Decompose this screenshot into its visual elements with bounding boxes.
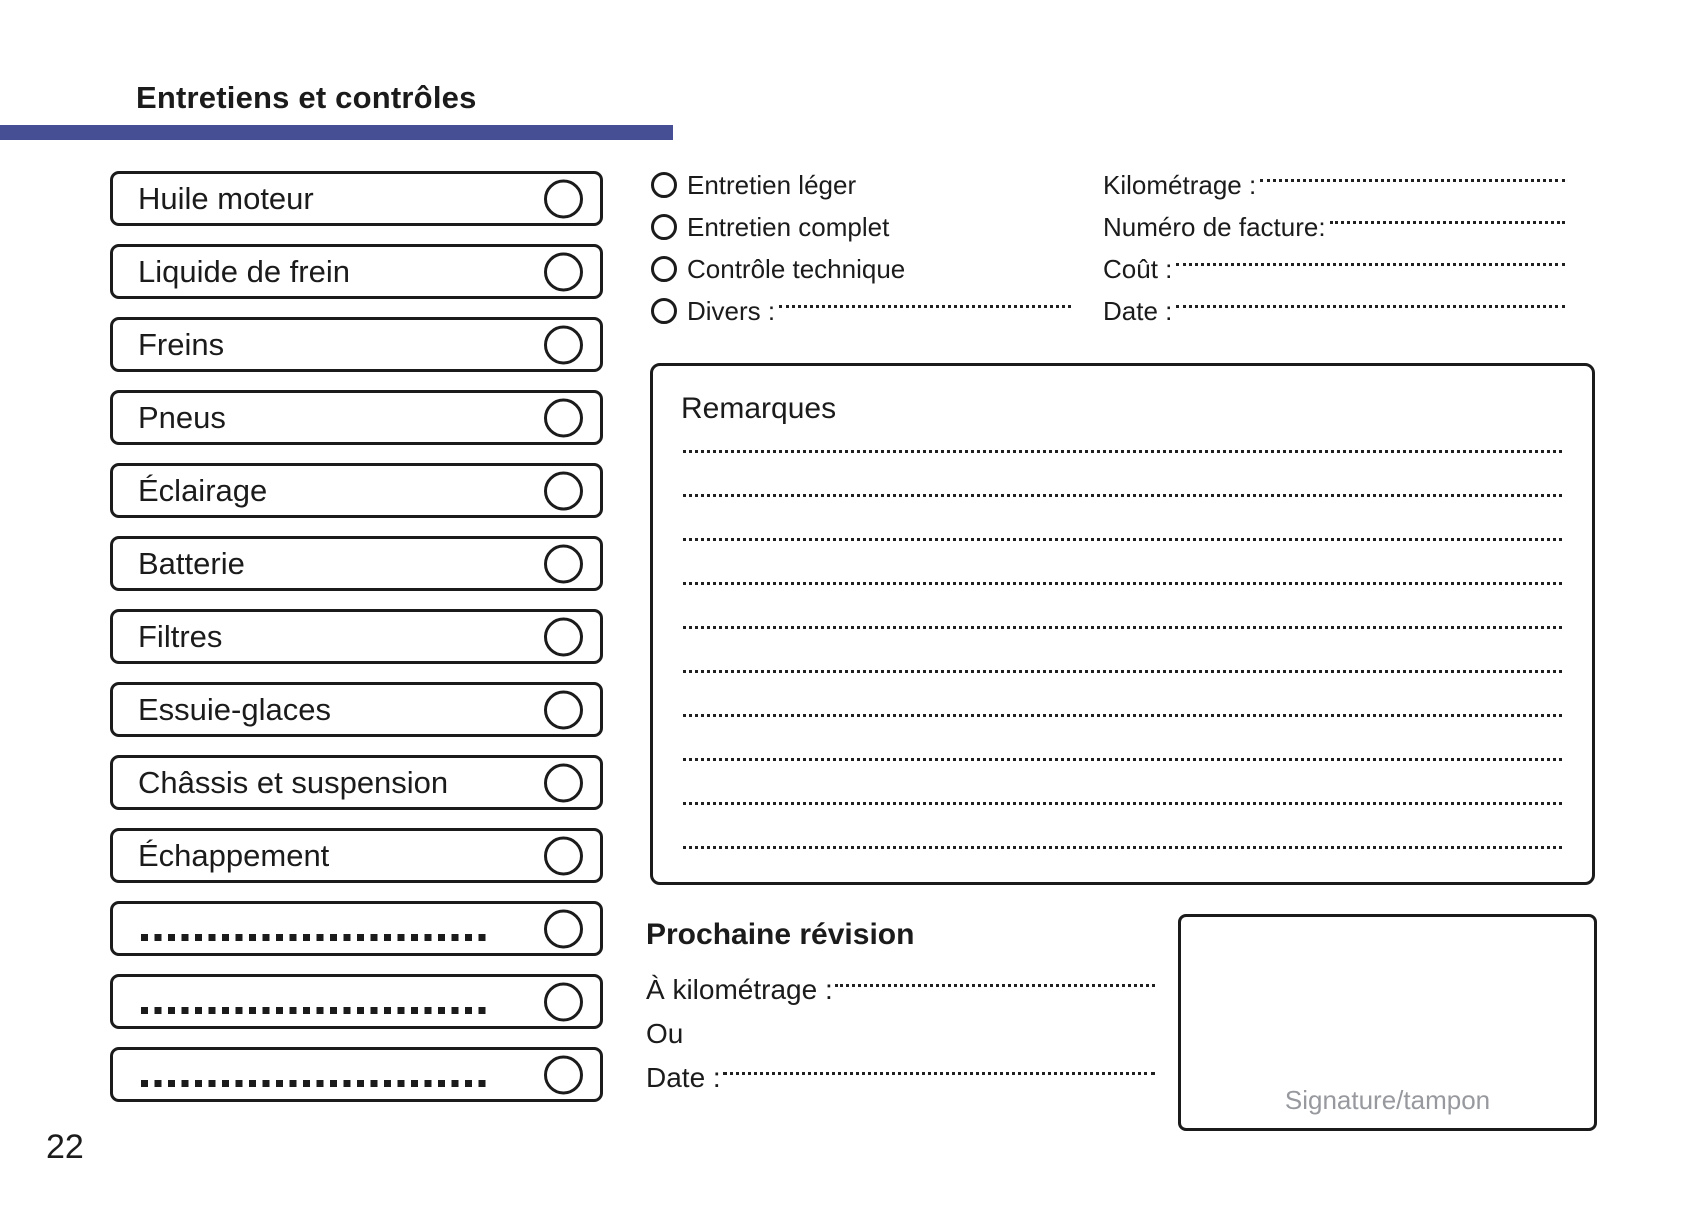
signature-label: Signature/tampon — [1284, 1085, 1491, 1115]
radio-circle — [651, 214, 677, 240]
next-service-title: Prochaine révision — [646, 918, 915, 951]
check-circle — [544, 690, 583, 729]
checklist-row-blank — [110, 1047, 603, 1102]
checklist-row-chassis-et-suspension: Châssis et suspension — [110, 755, 603, 810]
remarks-line — [683, 626, 1562, 629]
remarks-line — [683, 846, 1562, 849]
check-circle — [544, 982, 583, 1021]
service-type-options: Entretien léger Entretien complet Contrô… — [651, 164, 1071, 332]
option-divers: Divers : — [651, 290, 1071, 332]
remarks-title: Remarques — [681, 392, 837, 425]
radio-circle — [651, 298, 677, 324]
check-circle — [544, 179, 583, 218]
field-date: Date : — [1103, 290, 1565, 332]
fill-in-line — [1176, 263, 1565, 266]
page-number: 22 — [46, 1128, 84, 1166]
checklist-item-label: Essuie-glaces — [138, 691, 331, 727]
fill-in-line — [1176, 305, 1565, 308]
invoice-fields: Kilométrage : Numéro de facture: Coût : … — [1103, 164, 1565, 332]
check-circle — [544, 544, 583, 583]
fill-in-line — [722, 1072, 1155, 1075]
checklist-item-label: Freins — [138, 326, 225, 362]
fill-in-line — [834, 984, 1155, 987]
checklist-row-blank — [110, 901, 603, 956]
radio-circle — [651, 172, 677, 198]
option-controle-technique: Contrôle technique — [651, 248, 1071, 290]
checklist-row-liquide-de-frein: Liquide de frein — [110, 244, 603, 299]
check-circle — [544, 471, 583, 510]
checklist-item-label: Éclairage — [138, 472, 268, 508]
field-cout: Coût : — [1103, 248, 1565, 290]
checklist-item-label: Châssis et suspension — [138, 764, 449, 800]
check-circle — [544, 763, 583, 802]
field-label: Numéro de facture: — [1103, 212, 1326, 242]
or-label: Ou — [646, 1018, 684, 1049]
option-entretien-complet: Entretien complet — [651, 206, 1071, 248]
remarks-line — [683, 450, 1562, 453]
checklist-item-label: Échappement — [138, 837, 330, 873]
field-label: Kilométrage : — [1103, 170, 1257, 200]
check-circle — [544, 909, 583, 948]
remarks-line — [683, 582, 1562, 585]
checklist-item-label: Huile moteur — [138, 180, 314, 216]
next-service-or-row: Ou — [646, 1012, 1155, 1056]
remarks-line — [683, 758, 1562, 761]
remarks-line — [683, 714, 1562, 717]
divers-fill-in-line — [779, 305, 1071, 308]
checklist-row-batterie: Batterie — [110, 536, 603, 591]
checklist-row-essuie-glaces: Essuie-glaces — [110, 682, 603, 737]
blank-dotted-line — [141, 1007, 491, 1014]
field-label: Coût : — [1103, 254, 1173, 284]
next-service-km-row: À kilométrage : — [646, 968, 1155, 1012]
option-entretien-leger: Entretien léger — [651, 164, 1071, 206]
radio-circle — [651, 256, 677, 282]
checklist-item-label: Filtres — [138, 618, 223, 654]
km-label: À kilométrage : — [646, 974, 833, 1005]
checklist-item-label: Batterie — [138, 545, 245, 581]
check-circle — [544, 617, 583, 656]
checklist-row-freins: Freins — [110, 317, 603, 372]
option-label: Contrôle technique — [687, 254, 906, 284]
check-circle — [544, 836, 583, 875]
option-label: Entretien complet — [687, 212, 890, 242]
check-circle — [544, 325, 583, 364]
checklist-row-eclairage: Éclairage — [110, 463, 603, 518]
checklist-row-echappement: Échappement — [110, 828, 603, 883]
next-service-date-row: Date : — [646, 1056, 1155, 1100]
checklist-item-label: Liquide de frein — [138, 253, 350, 289]
remarks-line — [683, 670, 1562, 673]
title-underline-bar — [0, 125, 673, 140]
remarks-line — [683, 538, 1562, 541]
check-circle — [544, 252, 583, 291]
check-circle — [544, 398, 583, 437]
field-label: Date : — [1103, 296, 1173, 326]
remarks-line — [683, 494, 1562, 497]
field-numero-de-facture: Numéro de facture: — [1103, 206, 1565, 248]
blank-dotted-line — [141, 1080, 491, 1087]
option-label: Entretien léger — [687, 170, 857, 200]
check-circle — [544, 1055, 583, 1094]
checklist-item-label: Pneus — [138, 399, 226, 435]
checklist-row-pneus: Pneus — [110, 390, 603, 445]
signature-box: Signature/tampon — [1178, 914, 1597, 1131]
fill-in-line — [1329, 221, 1565, 224]
fill-in-line — [1260, 179, 1565, 182]
checklist-row-filtres: Filtres — [110, 609, 603, 664]
date-label: Date : — [646, 1062, 721, 1093]
remarks-box: Remarques — [650, 363, 1595, 885]
field-kilometrage: Kilométrage : — [1103, 164, 1565, 206]
checklist-row-huile-moteur: Huile moteur — [110, 171, 603, 226]
checklist: Huile moteur Liquide de frein Freins Pne… — [110, 171, 603, 1120]
checklist-row-blank — [110, 974, 603, 1029]
page-title: Entretiens et contrôles — [136, 80, 477, 115]
remarks-line — [683, 802, 1562, 805]
blank-dotted-line — [141, 934, 491, 941]
remarks-lines — [683, 450, 1562, 890]
option-label: Divers : — [687, 296, 776, 326]
